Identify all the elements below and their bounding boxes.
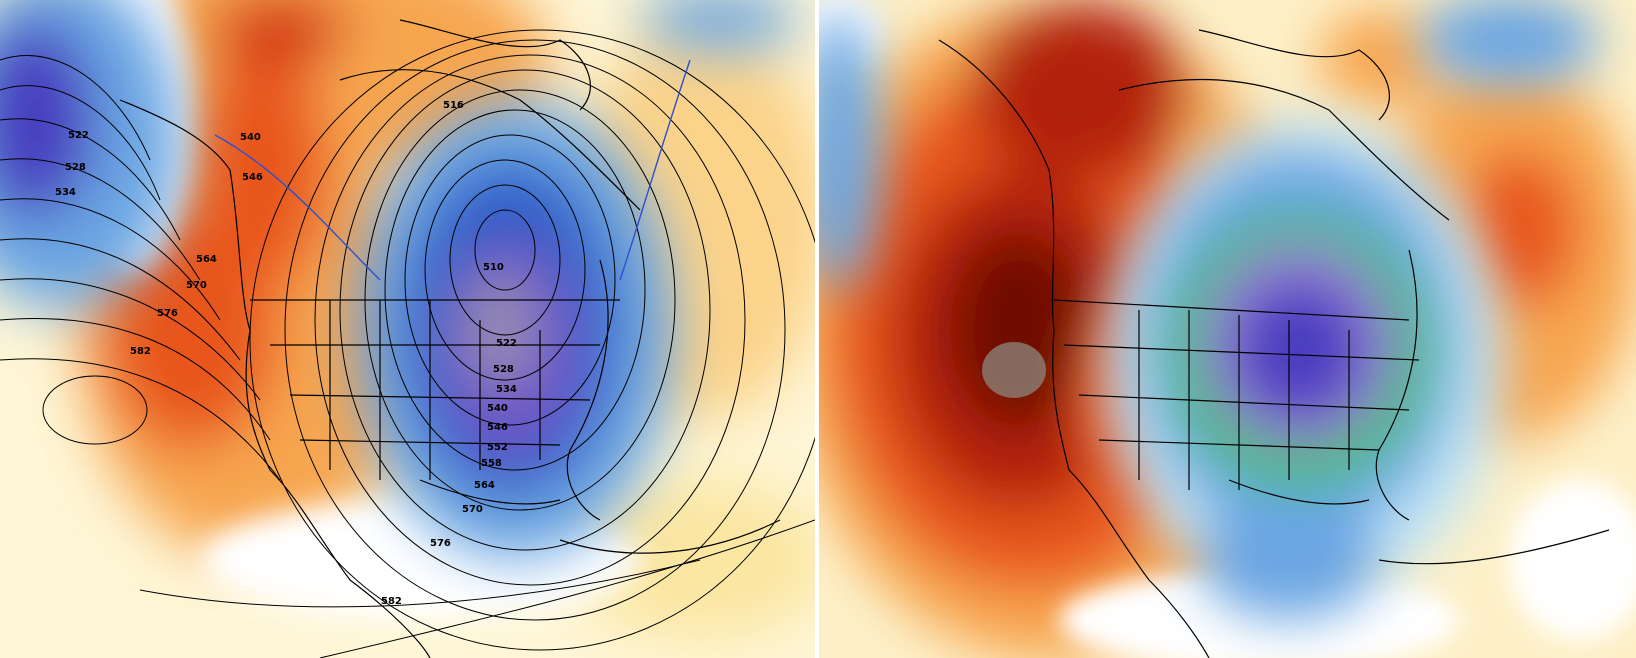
contour-label: 570 bbox=[462, 504, 483, 515]
contour-label: 576 bbox=[157, 308, 178, 319]
contour-label: 546 bbox=[242, 172, 263, 183]
contour-label: 576 bbox=[430, 538, 451, 549]
contour-label: 564 bbox=[474, 480, 495, 491]
cold-anomaly-field bbox=[819, 0, 1599, 620]
contour-label: 564 bbox=[196, 254, 217, 265]
contour-label: 522 bbox=[68, 130, 89, 141]
zero-anomaly-line bbox=[214, 59, 691, 281]
temperature-anomaly-map bbox=[819, 0, 1636, 658]
contour-label: 510 bbox=[483, 262, 504, 273]
coastlines-borders bbox=[938, 29, 1610, 658]
contour-label: 582 bbox=[381, 596, 402, 607]
contour-label: 570 bbox=[186, 280, 207, 291]
right-map-panel bbox=[819, 0, 1636, 658]
cold-anomaly-field bbox=[0, 0, 800, 560]
contour-label: 546 bbox=[487, 422, 508, 433]
contour-label: 558 bbox=[481, 458, 502, 469]
coastlines-borders bbox=[119, 19, 781, 658]
contour-label: 528 bbox=[65, 162, 86, 173]
contour-label: 528 bbox=[493, 364, 514, 375]
contour-label: 552 bbox=[487, 442, 508, 453]
grey-core-area bbox=[982, 342, 1046, 398]
contour-label: 534 bbox=[496, 384, 517, 395]
contour-labels: 522 528 534 540 546 564 570 576 582 510 … bbox=[55, 100, 517, 607]
height-anomaly-map: 522 528 534 540 546 564 570 576 582 510 … bbox=[0, 0, 815, 658]
contour-label: 540 bbox=[487, 403, 508, 414]
left-map-panel: 522 528 534 540 546 564 570 576 582 510 … bbox=[0, 0, 815, 658]
panel-divider bbox=[815, 0, 819, 658]
contour-label: 582 bbox=[130, 346, 151, 357]
contour-label: 534 bbox=[55, 187, 76, 198]
contour-label: 516 bbox=[443, 100, 464, 111]
contour-label: 540 bbox=[240, 132, 261, 143]
contour-label: 522 bbox=[496, 338, 517, 349]
